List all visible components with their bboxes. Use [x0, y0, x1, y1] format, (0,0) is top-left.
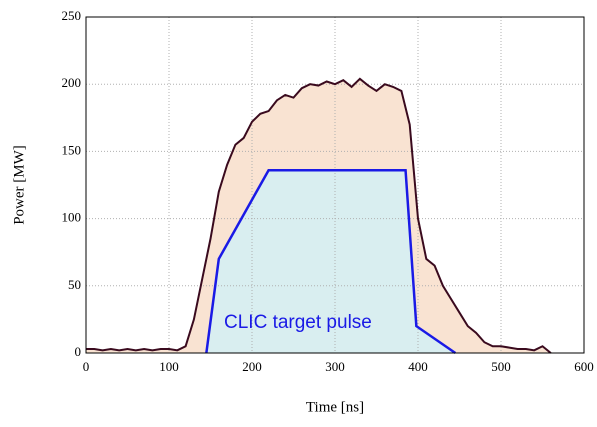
x-axis-label: Time [ns]: [306, 399, 364, 415]
y-tick-label: 200: [62, 75, 82, 90]
y-tick-label: 0: [75, 344, 82, 359]
y-tick-label: 100: [62, 210, 82, 225]
x-tick-label: 400: [408, 359, 428, 374]
series-line: [86, 77, 552, 354]
series-line: [205, 168, 457, 355]
annotation: CLIC target pulse: [224, 312, 372, 333]
x-tick-label: 200: [242, 359, 262, 374]
plot-frame: [85, 16, 585, 354]
x-tick-label: 500: [491, 359, 511, 374]
x-tick-label: 600: [574, 359, 594, 374]
y-tick-label: 150: [62, 142, 82, 157]
y-axis-label: Power [MW]: [11, 145, 27, 225]
y-tick-label: 250: [62, 8, 82, 23]
x-tick-label: 300: [325, 359, 345, 374]
x-tick-label: 0: [83, 359, 90, 374]
y-tick-label: 50: [68, 277, 81, 292]
area-fill: [206, 170, 456, 353]
x-tick-label: 100: [159, 359, 179, 374]
